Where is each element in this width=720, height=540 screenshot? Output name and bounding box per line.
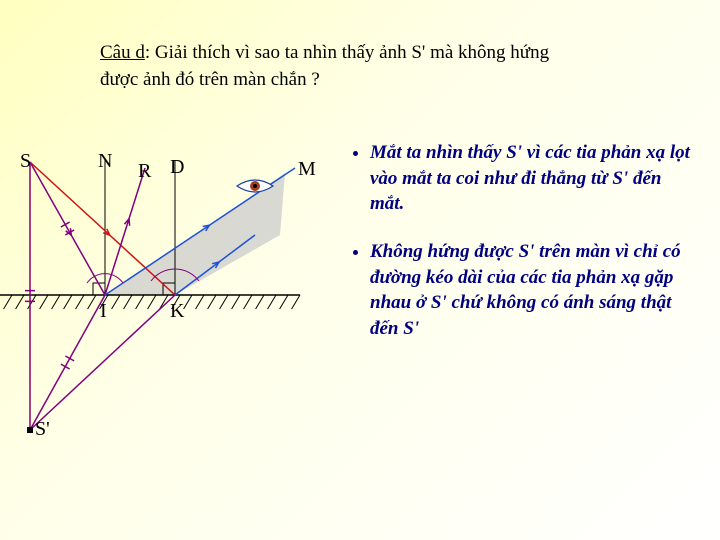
label-S: S <box>20 150 31 173</box>
label-R: R <box>138 160 151 183</box>
diagram-container: S N R D M I K S' <box>0 140 340 520</box>
label-I: I <box>100 300 107 323</box>
label-M: M <box>298 158 316 181</box>
question-heading: Câu d <box>100 42 145 63</box>
answer-2: Không hứng được S' trên màn vì chỉ có đư… <box>370 239 700 342</box>
diagram-svg <box>0 140 340 520</box>
answer-1: Mắt ta nhìn thấy S' vì các tia phản xạ l… <box>370 140 700 217</box>
label-N: N <box>98 150 112 173</box>
label-K: K <box>170 300 184 323</box>
label-D: D <box>170 156 184 179</box>
question-block: Câu d: Giải thích vì sao ta nhìn thấy ản… <box>100 40 560 93</box>
label-Sprime: S' <box>35 418 50 441</box>
question-text: : Giải thích vì sao ta nhìn thấy ảnh S' … <box>100 42 549 90</box>
answers-block: Mắt ta nhìn thấy S' vì các tia phản xạ l… <box>350 140 700 363</box>
